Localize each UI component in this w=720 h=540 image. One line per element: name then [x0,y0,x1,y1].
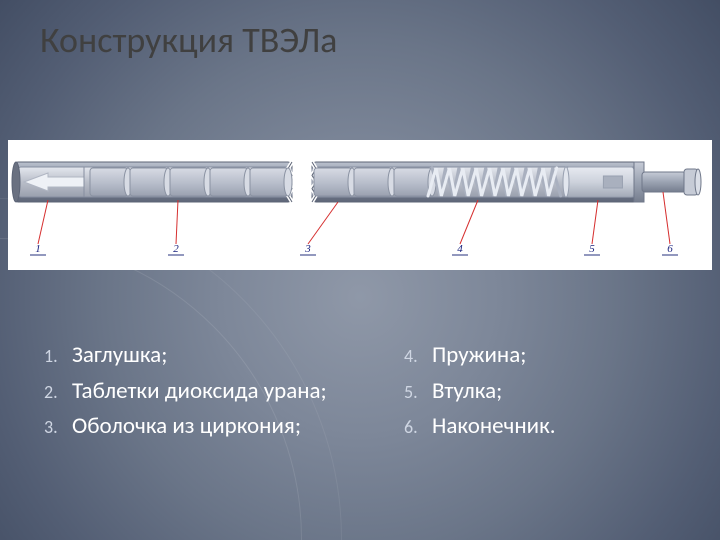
legend-col-2: 4. Пружина; 5. Втулка; 6. Наконечник. [404,338,664,445]
svg-text:6: 6 [667,243,673,255]
legend-num: 3. [44,414,72,442]
svg-text:5: 5 [589,243,595,255]
svg-text:4: 4 [457,243,463,255]
tvel-diagram: 1 2 3 4 5 6 [8,140,712,270]
legend-num: 4. [404,343,432,371]
legend-text: Оболочка из циркония; [72,409,301,445]
legend-num: 1. [44,343,72,371]
legend-text: Пружина; [432,338,526,374]
legend-text: Втулка; [432,374,502,410]
legend-item: 5. Втулка; [404,374,664,410]
legend-item: 6. Наконечник. [404,409,664,445]
legend-item: 3. Оболочка из циркония; [44,409,404,445]
legend-text: Заглушка; [72,338,167,374]
slide: Конструкция ТВЭЛа 1 2 3 4 5 6 1. Заглушка; 2.… [0,0,720,540]
legend-num: 6. [404,414,432,442]
svg-text:1: 1 [35,243,41,255]
legend-text: Наконечник. [432,409,556,445]
legend-num: 5. [404,379,432,407]
legend-item: 2. Таблетки диоксида урана; [44,374,404,410]
page-title: Конструкция ТВЭЛа [40,18,337,62]
legend-num: 2. [44,379,72,407]
tvel-diagram-svg: 1 2 3 4 5 6 [8,140,712,270]
legend: 1. Заглушка; 2. Таблетки диоксида урана;… [44,338,684,445]
legend-col-1: 1. Заглушка; 2. Таблетки диоксида урана;… [44,338,404,445]
legend-item: 1. Заглушка; [44,338,404,374]
legend-item: 4. Пружина; [404,338,664,374]
svg-text:2: 2 [173,243,179,255]
legend-text: Таблетки диоксида урана; [72,374,327,410]
svg-text:3: 3 [304,243,311,255]
